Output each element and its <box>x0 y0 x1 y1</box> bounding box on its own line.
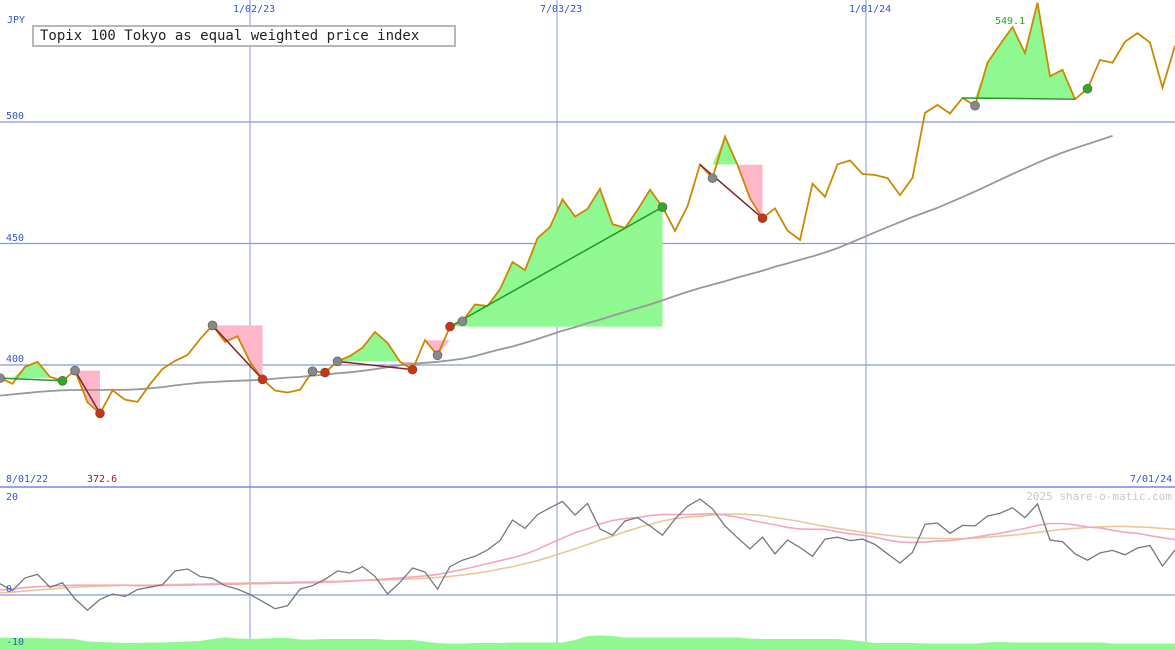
osc-tick-label-minus10: -10 <box>6 637 24 648</box>
watermark: 2025 share-o-matic.com <box>1026 490 1172 503</box>
signal-line-3 <box>337 360 413 371</box>
marker-green-17 <box>1082 83 1093 94</box>
down-zone-5 <box>425 340 450 356</box>
marker-grey-8 <box>332 356 343 367</box>
down-zone-8 <box>737 164 763 219</box>
y-tick-label-450: 450 <box>6 233 24 244</box>
marker-red-3 <box>95 408 105 419</box>
y-tick-label-500: 500 <box>6 111 24 122</box>
signal-line-5 <box>699 163 763 219</box>
signal-lines <box>0 97 1076 414</box>
marker-grey-6 <box>307 366 318 377</box>
marker-green-1 <box>57 375 68 386</box>
oscillator-series <box>0 498 1175 612</box>
end-date-label: 7/01/24 <box>1130 474 1172 485</box>
marker-grey-2 <box>70 365 80 376</box>
oscillator-line <box>0 498 1175 612</box>
marker-green-13 <box>657 202 668 212</box>
marker-red-15 <box>757 213 768 224</box>
main-chart-labels: JPY 1/02/23 7/03/23 1/01/24 500 450 400 … <box>6 4 1172 485</box>
marker-grey-10 <box>432 350 443 361</box>
signal-line-4 <box>449 206 663 328</box>
y-tick-label-400: 400 <box>6 354 24 365</box>
signal-line-2 <box>211 324 264 380</box>
signal-line-6 <box>962 97 1076 100</box>
osc-tick-label-0: 0 <box>6 584 12 595</box>
moving-average-line <box>0 135 1113 397</box>
signal-line-1 <box>74 370 101 414</box>
average-2-line <box>0 513 1175 594</box>
marker-grey-16 <box>970 100 980 111</box>
up-zone-6 <box>450 188 663 327</box>
marker-red-9 <box>407 364 418 375</box>
oscillator-labels: 20 0 -10 2025 share-o-matic.com <box>6 490 1172 648</box>
max-value-label: 549.1 <box>995 16 1025 27</box>
signal-line-0 <box>0 377 63 382</box>
price-series <box>0 2 1175 415</box>
moving-average-series <box>0 135 1113 397</box>
start-date-label: 8/01/22 <box>6 474 48 485</box>
highlight-zones <box>0 2 1075 414</box>
osc-tick-label-20: 20 <box>6 492 18 503</box>
signal-markers <box>0 83 1093 419</box>
marker-red-11 <box>445 321 455 332</box>
marker-red-5 <box>257 374 268 385</box>
chart-title: Topix 100 Tokyo as equal weighted price … <box>40 28 420 44</box>
volume-area-fill <box>0 635 1175 650</box>
price-line <box>0 2 1175 415</box>
average-1-line <box>0 512 1175 591</box>
marker-grey-4 <box>207 320 218 331</box>
marker-grey-14 <box>707 173 718 183</box>
x-tick-label-jan24: 1/01/24 <box>849 4 891 15</box>
marker-red-7 <box>320 367 330 378</box>
y-axis-unit-label: JPY <box>7 15 25 26</box>
chart-title-box: Topix 100 Tokyo as equal weighted price … <box>32 25 456 47</box>
x-tick-label-jan23: 1/02/23 <box>233 4 275 15</box>
up-zone-9 <box>962 2 1075 98</box>
marker-grey-12 <box>457 316 468 327</box>
marker-grey-0 <box>0 373 5 383</box>
volume-area <box>0 635 1175 650</box>
min-value-label: 372.6 <box>87 474 117 485</box>
x-tick-label-jul23: 7/03/23 <box>540 4 582 15</box>
